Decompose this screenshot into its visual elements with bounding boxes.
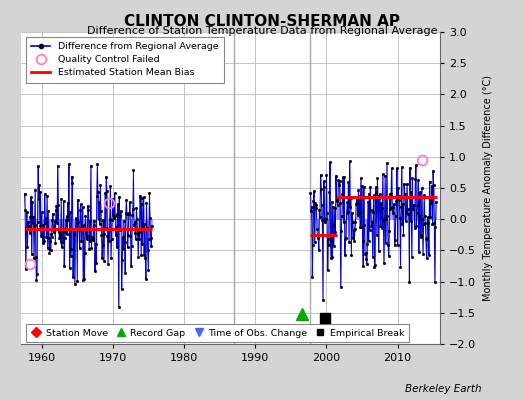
Text: Difference of Station Temperature Data from Regional Average: Difference of Station Temperature Data f… xyxy=(87,26,437,36)
Text: CLINTON CLINTON-SHERMAN AP: CLINTON CLINTON-SHERMAN AP xyxy=(124,14,400,29)
Y-axis label: Monthly Temperature Anomaly Difference (°C): Monthly Temperature Anomaly Difference (… xyxy=(483,75,493,301)
Text: Berkeley Earth: Berkeley Earth xyxy=(406,384,482,394)
Legend: Station Move, Record Gap, Time of Obs. Change, Empirical Break: Station Move, Record Gap, Time of Obs. C… xyxy=(26,324,409,342)
